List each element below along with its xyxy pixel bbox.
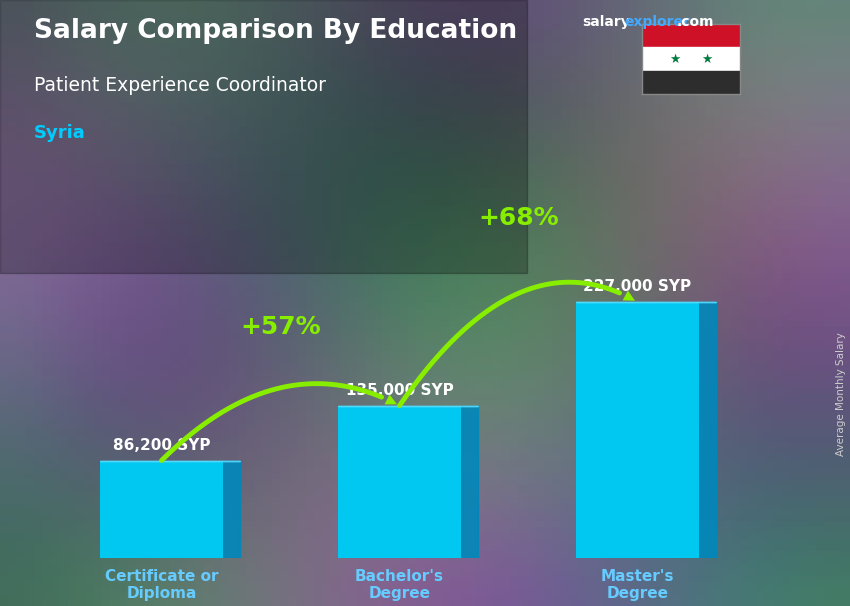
Text: Syria: Syria [34, 124, 86, 142]
Text: ★: ★ [669, 53, 680, 65]
Text: Patient Experience Coordinator: Patient Experience Coordinator [34, 76, 326, 95]
Text: 86,200 SYP: 86,200 SYP [113, 438, 210, 453]
Text: ★: ★ [701, 53, 712, 65]
Text: 135,000 SYP: 135,000 SYP [346, 383, 453, 398]
Text: 227,000 SYP: 227,000 SYP [583, 279, 692, 294]
Bar [0, 0, 527, 273]
Text: Average Monthly Salary: Average Monthly Salary [836, 332, 846, 456]
Bar [642, 24, 740, 47]
Bar [575, 302, 700, 558]
Text: explorer: explorer [625, 15, 690, 29]
Text: +57%: +57% [241, 315, 320, 339]
Polygon shape [700, 302, 716, 558]
Polygon shape [462, 405, 478, 558]
Polygon shape [224, 461, 240, 558]
Text: +68%: +68% [479, 205, 558, 230]
Text: .com: .com [677, 15, 714, 29]
Bar [337, 405, 462, 558]
Bar [99, 461, 224, 558]
Bar [642, 47, 740, 71]
Text: Salary Comparison By Education: Salary Comparison By Education [34, 18, 517, 44]
Bar [642, 71, 740, 94]
Text: salary: salary [582, 15, 630, 29]
